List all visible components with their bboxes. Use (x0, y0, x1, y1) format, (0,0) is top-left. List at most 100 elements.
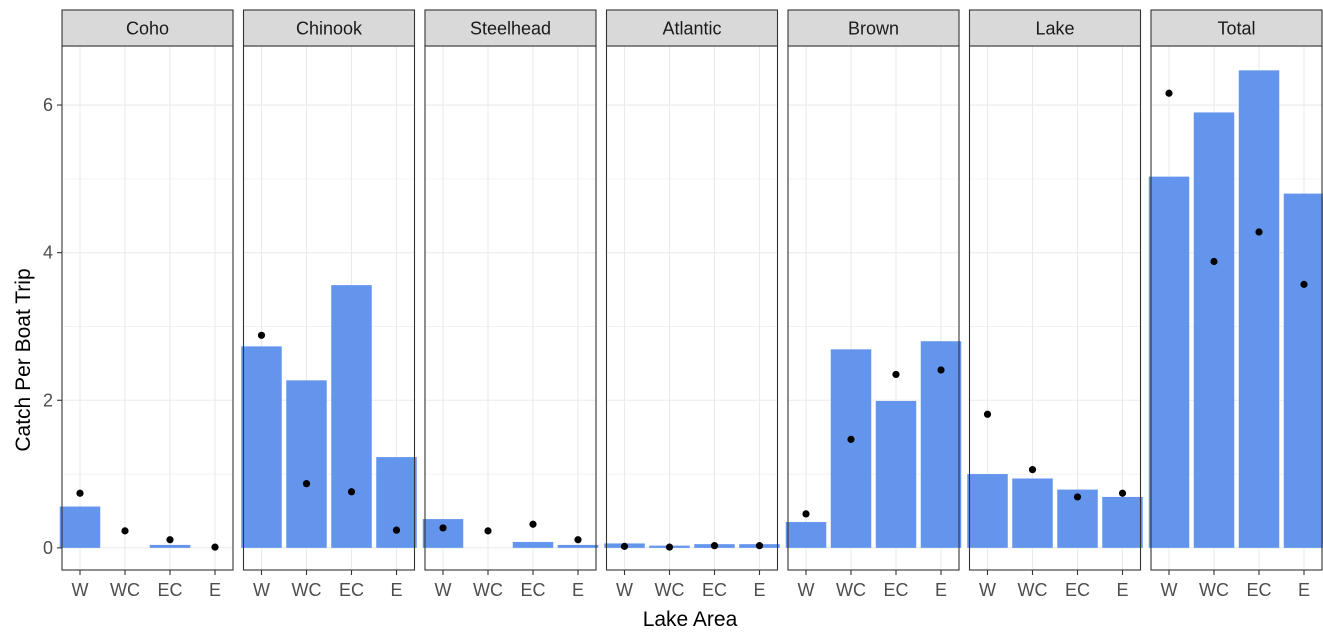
point-steelhead-w (439, 524, 447, 532)
point-chinook-e (392, 526, 401, 534)
bar-steelhead-ec (512, 541, 554, 548)
point-steelhead-wc (484, 527, 492, 535)
x-tick-label: WC (110, 580, 140, 600)
facet-panel-total: Total W WC EC E (1148, 9, 1323, 600)
facet-panel-lake: Lake W WC EC E (967, 9, 1143, 600)
point-total-e (1300, 280, 1308, 288)
bar-total-ec (1238, 70, 1280, 548)
x-tick-label: E (753, 580, 765, 600)
bar-chinook-wc (286, 380, 327, 548)
x-tick-label: E (1116, 580, 1128, 600)
facet-strip (242, 9, 416, 47)
point-chinook-wc (302, 480, 311, 488)
x-tick-label: EC (1065, 580, 1090, 600)
point-brown-ec (892, 370, 900, 379)
bar-coho-w (59, 506, 101, 548)
facet-strip-label: Atlantic (662, 19, 721, 39)
point-lake-ec (1073, 493, 1082, 501)
x-tick-label: E (935, 580, 947, 600)
facet-strip-label: Chinook (296, 19, 363, 39)
y-tick-label: 4 (43, 243, 53, 263)
x-tick-label: WC (292, 580, 322, 600)
x-tick-label: WC (836, 580, 866, 600)
x-tick-label: EC (520, 580, 545, 600)
x-axis-title: Lake Area (643, 608, 738, 631)
y-tick-label: 2 (43, 390, 53, 410)
bar-chinook-ec (331, 285, 372, 548)
x-tick-label: E (572, 580, 584, 600)
bar-chinook-e (376, 457, 417, 548)
facet-panel-atlantic: Atlantic W WC EC E (604, 9, 780, 600)
facet-strip-label: Coho (126, 19, 169, 39)
x-tick-label: W (72, 580, 89, 600)
point-coho-e (211, 543, 219, 551)
x-tick-label: W (253, 580, 270, 600)
point-lake-wc (1028, 466, 1037, 474)
y-axis-title: Catch Per Boat Trip (12, 268, 35, 451)
facet-panels: Coho W WC EC E Chinook W WC EC E Steelhead W WC EC E At… (59, 9, 1323, 600)
facet-panel-coho: Coho W WC EC E (59, 9, 234, 600)
point-total-w (1165, 89, 1173, 97)
bar-lake-w (967, 474, 1008, 548)
facet-panel-brown: Brown W WC EC E (785, 9, 962, 600)
panel-grid (62, 46, 233, 570)
x-tick-label: EC (883, 580, 908, 600)
facet-panel-chinook: Chinook W WC EC E (241, 9, 417, 600)
panel-grid (969, 46, 1141, 570)
facet-strip-label: Steelhead (470, 19, 551, 39)
point-total-ec (1255, 228, 1263, 236)
point-lake-e (1118, 489, 1127, 497)
y-tick-label: 0 (43, 538, 53, 558)
bar-chinook-w (241, 346, 282, 548)
x-tick-label: EC (339, 580, 364, 600)
bar-total-e (1283, 193, 1323, 548)
point-coho-wc (121, 527, 129, 535)
x-tick-label: WC (1018, 580, 1048, 600)
panel-background (606, 46, 778, 570)
point-atlantic-e (755, 542, 764, 550)
x-tick-label: WC (473, 580, 503, 600)
panel-background (425, 46, 596, 570)
bar-steelhead-w (422, 519, 464, 548)
facet-strip-label: Total (1217, 19, 1255, 39)
point-coho-ec (166, 536, 174, 544)
panel-grid (425, 46, 596, 570)
x-tick-label: EC (157, 580, 182, 600)
point-atlantic-wc (665, 543, 674, 551)
bar-brown-w (785, 522, 827, 548)
point-coho-w (76, 489, 84, 497)
point-brown-wc (847, 435, 855, 443)
x-tick-label: E (209, 580, 221, 600)
bar-lake-wc (1012, 478, 1053, 548)
bar-brown-wc (830, 349, 872, 548)
x-tick-label: EC (702, 580, 727, 600)
facet-strip (1150, 9, 1323, 47)
x-tick-label: W (616, 580, 633, 600)
x-tick-label: WC (1199, 580, 1229, 600)
facet-strip (787, 9, 960, 47)
y-tick-label: 6 (43, 95, 53, 115)
point-chinook-ec (347, 488, 356, 496)
x-tick-label: E (1298, 580, 1310, 600)
point-brown-e (937, 366, 945, 374)
x-tick-label: W (435, 580, 452, 600)
bar-brown-ec (875, 400, 917, 548)
x-tick-label: W (1161, 580, 1178, 600)
facet-strip (424, 9, 597, 47)
facet-strip (968, 9, 1142, 47)
bar-brown-e (920, 341, 962, 548)
point-steelhead-ec (529, 520, 537, 528)
y-axis: 0 2 4 6 (43, 95, 62, 558)
point-chinook-w (257, 331, 266, 339)
x-tick-label: W (798, 580, 815, 600)
point-brown-w (802, 510, 810, 518)
point-lake-w (983, 410, 992, 418)
x-tick-label: EC (1246, 580, 1271, 600)
facet-strip (605, 9, 779, 47)
facet-strip-label: Brown (848, 19, 899, 39)
panel-background (62, 46, 233, 570)
bar-coho-ec (149, 544, 191, 548)
x-tick-label: E (390, 580, 402, 600)
bar-total-wc (1193, 112, 1235, 548)
